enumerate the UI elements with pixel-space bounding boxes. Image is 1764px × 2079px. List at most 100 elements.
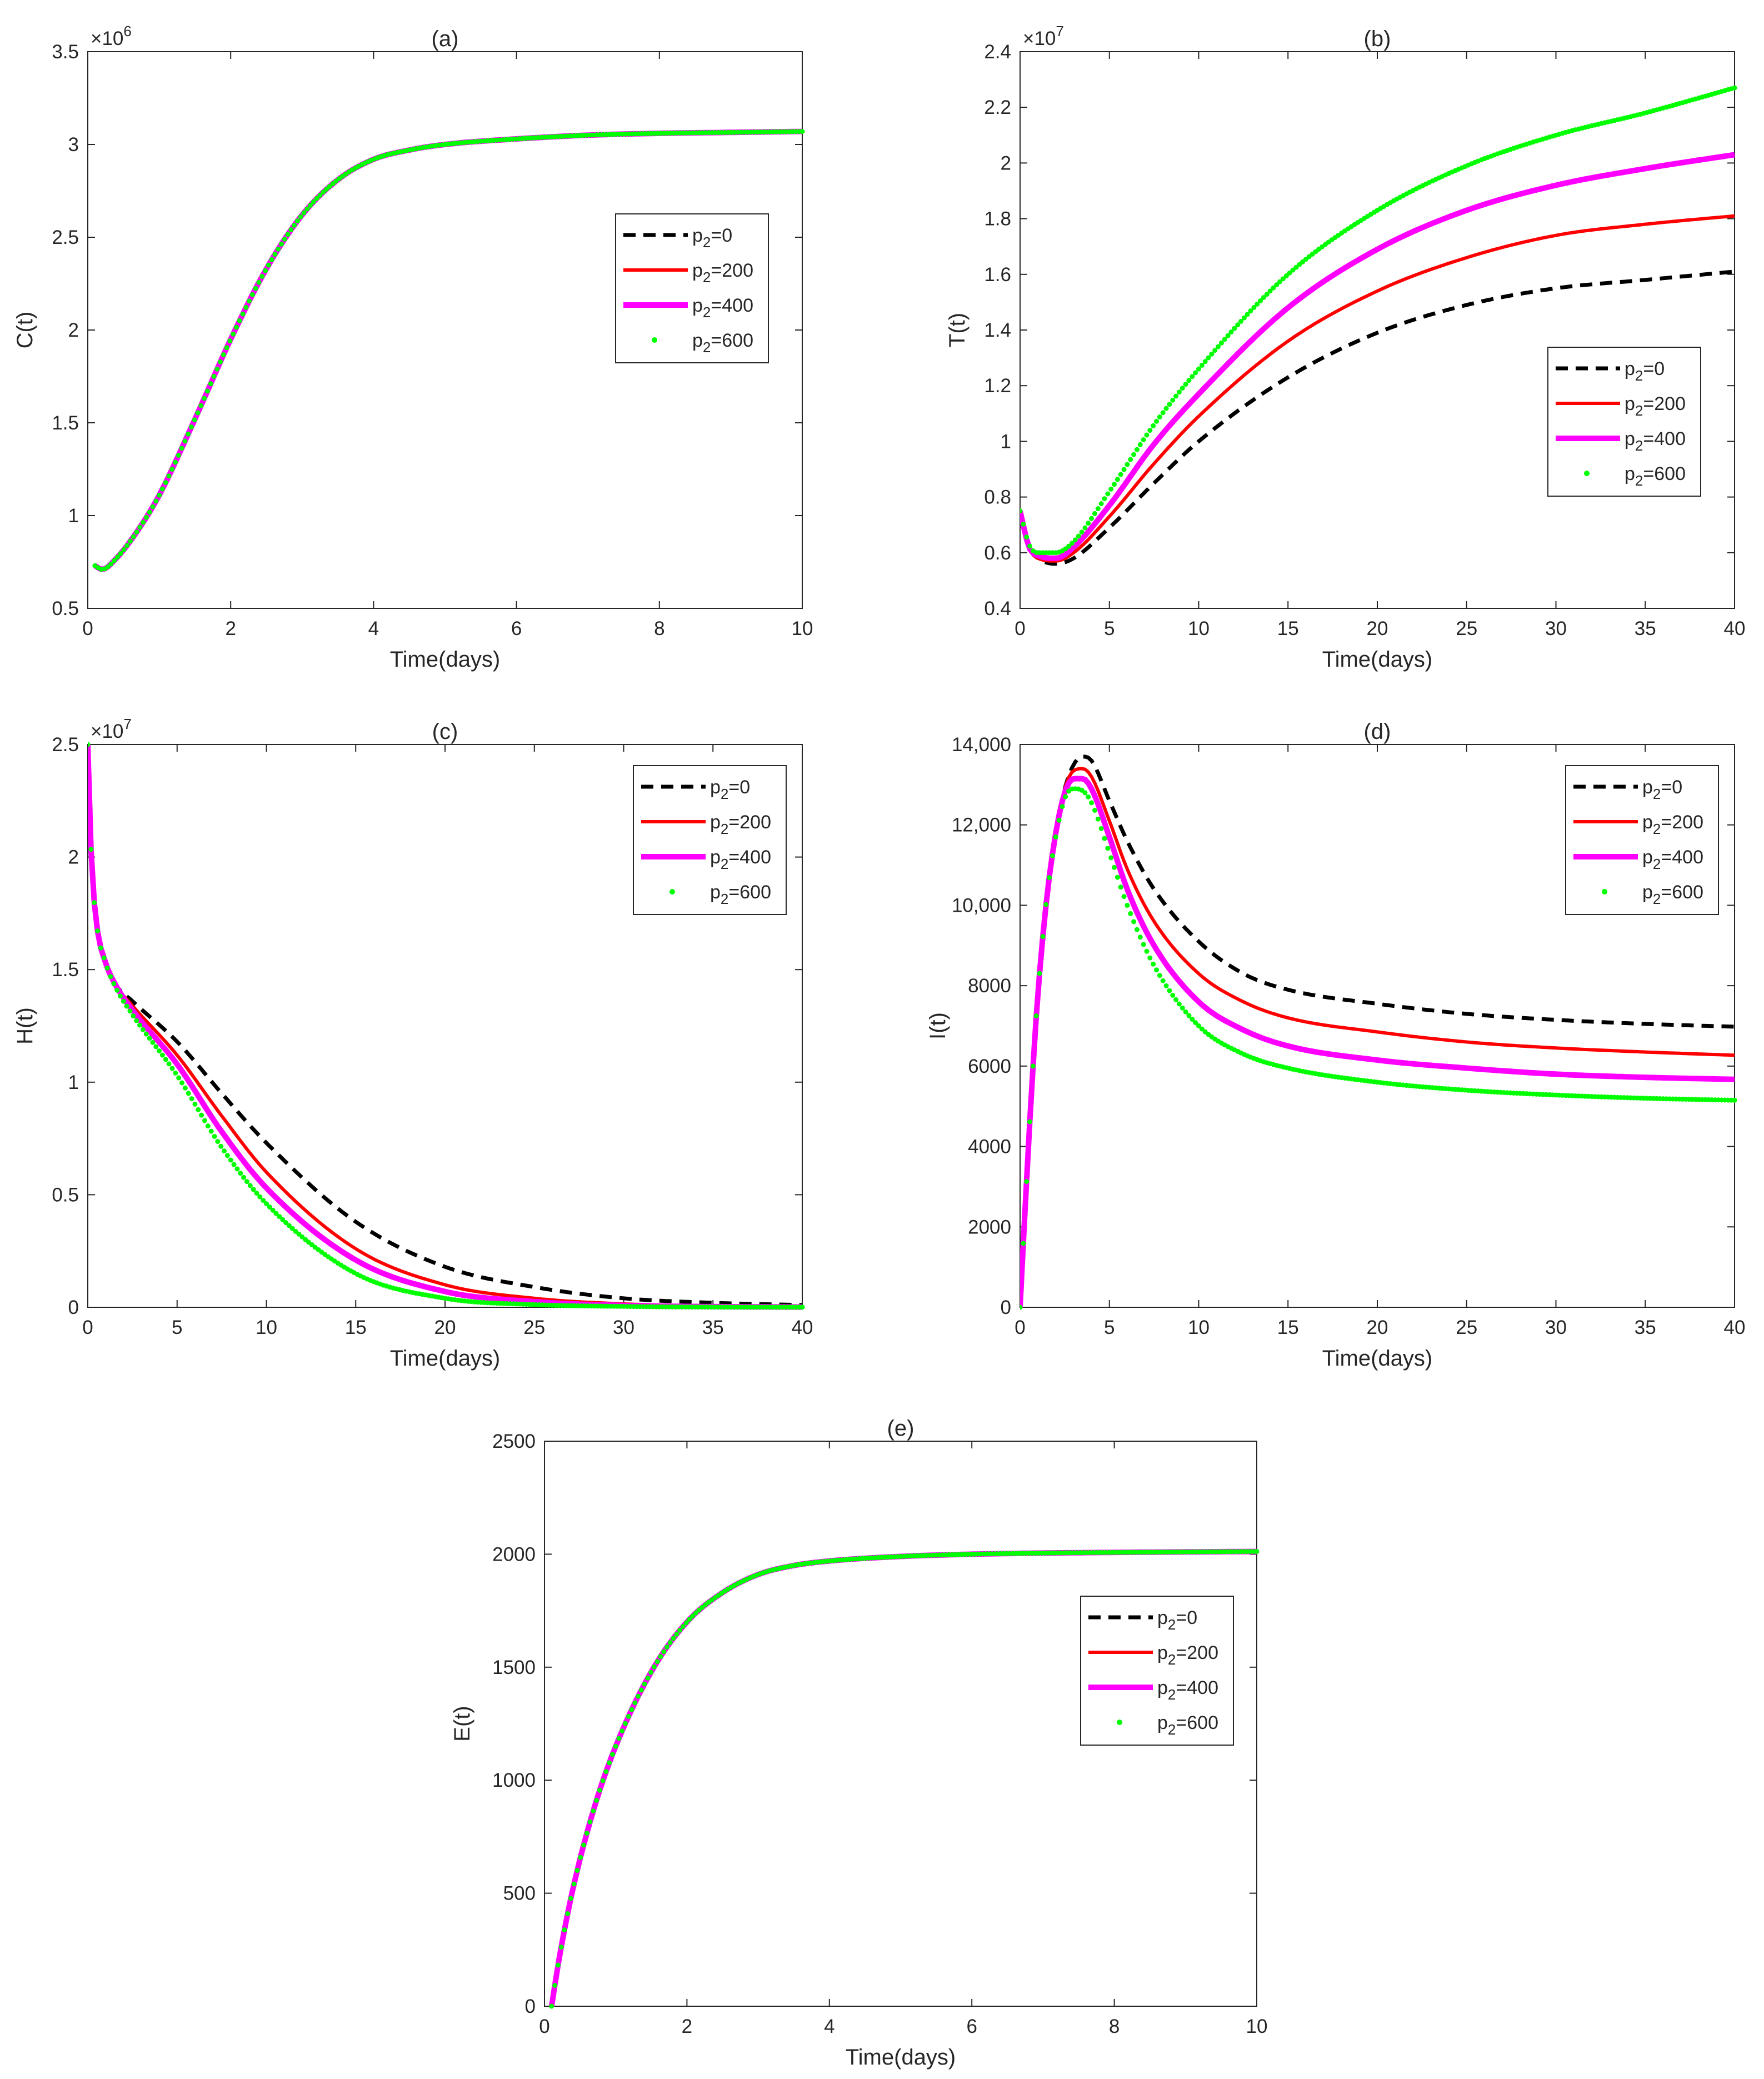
data-point <box>249 292 255 297</box>
data-point <box>587 1819 593 1825</box>
legend-box <box>615 213 769 363</box>
x-tick-label: 5 <box>1104 1317 1115 1338</box>
series-p2-600-markers <box>1020 786 1737 1310</box>
data-point <box>680 1623 686 1629</box>
data-point <box>1258 298 1263 303</box>
x-tick-label: 8 <box>1109 2016 1120 2037</box>
y-tick-label: 1.8 <box>984 208 1011 230</box>
data-point <box>1128 911 1133 916</box>
x-tick-label: 30 <box>1545 1317 1567 1338</box>
legend-marker <box>652 337 657 343</box>
data-point <box>1163 983 1169 988</box>
data-point <box>1173 997 1179 1002</box>
data-point <box>270 1207 276 1213</box>
data-point <box>282 236 287 242</box>
data-point <box>234 1166 240 1172</box>
data-point <box>176 1075 182 1081</box>
chart-panel-c: 0 5 10 15 20 25 30 35 40 0 0.5 1 1.5 2 2.5 ×107 (c) Time(… <box>13 716 813 1371</box>
data-point <box>227 338 233 343</box>
data-point <box>1154 418 1160 424</box>
data-point <box>1183 382 1188 387</box>
data-point <box>128 538 133 544</box>
y-axis-label: E(t) <box>450 1706 474 1741</box>
data-point <box>150 1040 156 1045</box>
data-point <box>95 928 101 934</box>
data-point <box>1160 410 1166 416</box>
data-point <box>1086 794 1091 799</box>
x-axis-label: Time(days) <box>390 1346 501 1371</box>
data-point <box>636 1693 641 1699</box>
axis-multiplier: ×106 <box>91 23 132 49</box>
legend-label: p2=0 <box>710 777 750 802</box>
data-point <box>1170 992 1176 998</box>
y-tick-label: 2.2 <box>984 97 1011 118</box>
chart-title: (b) <box>1364 27 1391 51</box>
data-point <box>1245 312 1250 317</box>
data-point <box>1732 85 1737 91</box>
data-point <box>285 232 291 237</box>
data-point <box>263 268 268 273</box>
legend-label: p2=600 <box>692 330 753 356</box>
x-tick-label: 40 <box>1724 1317 1746 1338</box>
x-tick-label: 0 <box>539 2016 549 2037</box>
legend-label: p2=400 <box>1642 847 1703 872</box>
legend-box <box>1080 1596 1234 1746</box>
data-point <box>1151 961 1156 967</box>
data-point <box>1280 276 1286 282</box>
y-tick-label: 6000 <box>968 1056 1011 1077</box>
data-point <box>288 227 294 232</box>
x-tick-label: 15 <box>345 1317 367 1338</box>
data-point <box>179 446 184 451</box>
data-point <box>196 1107 201 1112</box>
y-tick-label: 1.4 <box>984 319 1011 341</box>
data-point <box>645 1675 651 1681</box>
data-point <box>137 1022 143 1028</box>
data-point <box>1202 359 1208 364</box>
data-point <box>609 1752 615 1757</box>
data-point <box>1030 1063 1036 1069</box>
data-point <box>127 1008 133 1014</box>
legend-label: p2=0 <box>1625 358 1665 384</box>
data-point <box>1131 919 1137 924</box>
data-point <box>1180 386 1185 391</box>
y-tick-label: 1.5 <box>52 959 79 981</box>
data-point <box>1141 437 1146 443</box>
x-tick-label: 25 <box>1456 618 1477 639</box>
y-tick-label: 12,000 <box>952 814 1011 836</box>
y-tick-label: 0.5 <box>52 598 79 619</box>
x-tick-label: 15 <box>1277 618 1299 639</box>
legend-label: p2=400 <box>692 295 753 321</box>
data-point <box>1125 902 1130 908</box>
data-point <box>1102 496 1107 502</box>
data-point <box>243 304 249 310</box>
series-line-p2-0 <box>1020 754 1735 1308</box>
data-point <box>173 1070 178 1076</box>
data-point <box>247 298 252 304</box>
data-point <box>108 974 113 979</box>
data-point <box>1095 816 1101 822</box>
data-point <box>1151 423 1156 428</box>
axis-multiplier: ×107 <box>1023 23 1064 49</box>
data-point <box>224 1153 230 1158</box>
x-tick-label: 20 <box>1367 1317 1388 1338</box>
data-point <box>1183 1009 1188 1014</box>
data-point <box>1173 393 1179 399</box>
data-point <box>1024 1179 1030 1185</box>
data-point <box>292 222 297 228</box>
x-axis-label: Time(days) <box>1322 1346 1433 1371</box>
y-tick-label: 1 <box>1001 431 1011 452</box>
data-point <box>205 1123 211 1129</box>
data-point <box>1196 366 1201 372</box>
data-point <box>293 1228 298 1234</box>
data-point <box>1056 817 1062 823</box>
data-point <box>114 554 120 560</box>
y-axis-label: I(t) <box>926 1012 950 1040</box>
legend-label: p2=200 <box>1157 1642 1218 1668</box>
data-point <box>198 403 204 408</box>
y-tick-label: 2.5 <box>52 227 79 248</box>
data-point <box>112 558 117 563</box>
data-point <box>1283 273 1289 278</box>
series-line-p2-0 <box>88 744 803 1307</box>
chart-panel-b: 0 5 10 15 20 25 30 35 40 0.4 0.6 0.8 1 1.2 1.4 1.6 1.8 2 2… <box>945 23 1745 672</box>
